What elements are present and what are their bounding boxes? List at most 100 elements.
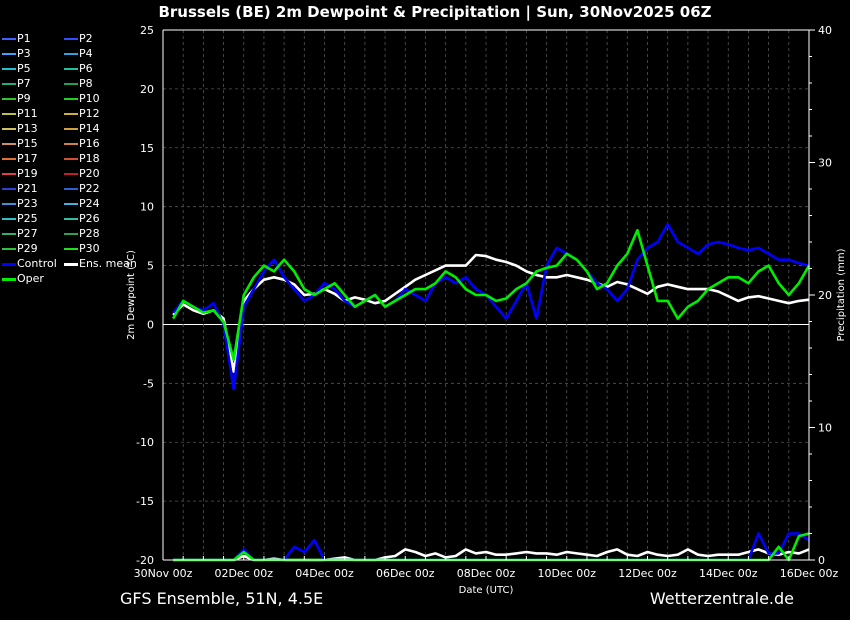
legend-label: P23 [17, 197, 38, 210]
legend-item: P28 [64, 227, 100, 241]
legend-label: P4 [79, 47, 93, 60]
legend-item: P7 [2, 77, 31, 91]
legend-label: P19 [17, 167, 38, 180]
legend-label: P17 [17, 152, 38, 165]
legend-swatch [2, 128, 16, 130]
y-tick-label: -5 [143, 377, 154, 390]
x-tick-label: 30Nov 00z [134, 567, 193, 580]
legend-swatch [64, 53, 78, 55]
legend-swatch [2, 38, 16, 40]
legend-swatch [2, 158, 16, 160]
legend-label: P5 [17, 62, 31, 75]
legend-label: P2 [79, 32, 93, 45]
legend-item: P13 [2, 122, 38, 136]
y-tick-label: -10 [136, 436, 154, 449]
legend-item: P8 [64, 77, 93, 91]
y2-tick-label: 30 [818, 157, 832, 170]
legend-item: P22 [64, 182, 100, 196]
legend-item: P25 [2, 212, 38, 226]
legend-swatch [64, 68, 78, 70]
legend-item: P29 [2, 242, 38, 256]
legend-label: P16 [79, 137, 100, 150]
legend-swatch [64, 188, 78, 190]
legend-label: P22 [79, 182, 100, 195]
x-tick-label: 06Dec 00z [376, 567, 435, 580]
legend-swatch [2, 262, 16, 266]
x-tick-label: 04Dec 00z [295, 567, 354, 580]
legend-swatch [2, 53, 16, 55]
legend-item: P26 [64, 212, 100, 226]
legend-swatch [64, 128, 78, 130]
legend-swatch [2, 143, 16, 145]
legend-swatch [64, 113, 78, 115]
legend-item: P11 [2, 107, 38, 121]
legend-item: P15 [2, 137, 38, 151]
legend-item: Oper [2, 272, 44, 286]
legend-label: P24 [79, 197, 100, 210]
legend-swatch [2, 233, 16, 235]
chart-title: Brussels (BE) 2m Dewpoint & Precipitatio… [158, 3, 711, 22]
legend-label: Ens. mean [79, 257, 137, 270]
legend-label: P28 [79, 227, 100, 240]
legend-label: Oper [17, 272, 44, 285]
legend-item: P6 [64, 62, 93, 76]
legend-label: P11 [17, 107, 38, 120]
dewpoint-line-ens-mean [172, 253, 810, 373]
legend-label: P13 [17, 122, 38, 135]
legend-swatch [64, 38, 78, 40]
legend-item: P14 [64, 122, 100, 136]
legend-label: P18 [79, 152, 100, 165]
dewpoint-lines [171, 223, 811, 391]
y2-tick-label: 0 [818, 554, 825, 567]
legend-label: P26 [79, 212, 100, 225]
legend-swatch [64, 98, 78, 100]
y-tick-label: 15 [140, 142, 154, 155]
y-tick-label: 20 [140, 83, 154, 96]
footer-model-info: GFS Ensemble, 51N, 4.5E [120, 589, 324, 608]
precip-line-ens-mean [173, 548, 810, 562]
legend-item: P2 [64, 32, 93, 46]
y-tick-label: 0 [147, 318, 154, 331]
legend-item: P3 [2, 47, 31, 61]
legend-label: P3 [17, 47, 31, 60]
legend-label: P14 [79, 122, 100, 135]
legend-item: P17 [2, 152, 38, 166]
legend-label: P25 [17, 212, 38, 225]
dewpoint-line-oper [171, 228, 811, 362]
x-tick-label: 10Dec 00z [537, 567, 596, 580]
x-axis-label: Date (UTC) [459, 585, 514, 596]
legend-swatch [64, 83, 78, 85]
legend-swatch [2, 68, 16, 70]
legend-item: P24 [64, 197, 100, 211]
legend-swatch [2, 277, 16, 281]
legend-label: P12 [79, 107, 100, 120]
legend-item: P12 [64, 107, 100, 121]
legend-item: P10 [64, 92, 100, 106]
legend-item: Ens. mean [64, 257, 137, 271]
axes: 25 20 15 10 5 0 -5 -10 -15 -20 40 30 20 10 0 30Nov 00z 0… [134, 24, 839, 580]
legend-swatch [64, 158, 78, 160]
legend-swatch [2, 113, 16, 115]
legend-label: P9 [17, 92, 31, 105]
x-tick-label: 14Dec 00z [699, 567, 758, 580]
legend-item: P27 [2, 227, 38, 241]
legend-swatch [64, 143, 78, 145]
legend-label: P29 [17, 242, 38, 255]
legend-swatch [2, 188, 16, 190]
legend-item: Control [2, 257, 57, 271]
y-axis-label: 2m Dewpoint (°C) [126, 250, 137, 340]
legend-swatch [64, 262, 78, 266]
x-tick-label: 12Dec 00z [618, 567, 677, 580]
y2-axis-label: Precipitation (mm) [836, 248, 847, 341]
legend-item: P20 [64, 167, 100, 181]
y2-tick-label: 40 [818, 24, 832, 37]
legend-label: P30 [79, 242, 100, 255]
legend-item: P16 [64, 137, 100, 151]
legend-label: P6 [79, 62, 93, 75]
y-tick-label: -15 [136, 495, 154, 508]
footer-site: Wetterzentrale.de [649, 589, 794, 608]
legend-item: P9 [2, 92, 31, 106]
legend-item: P21 [2, 182, 38, 196]
dewpoint-line-control [172, 223, 810, 391]
legend-item: P19 [2, 167, 38, 181]
